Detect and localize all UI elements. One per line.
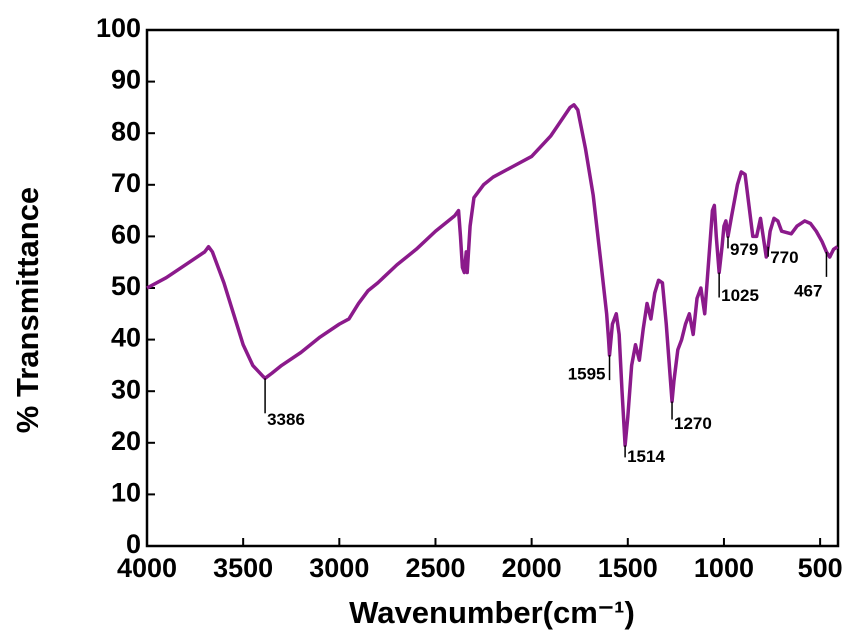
y-tick-label: 20 xyxy=(111,426,141,456)
y-tick-label: 90 xyxy=(111,65,141,95)
x-tick-label: 1500 xyxy=(598,553,658,583)
peak-label: 467 xyxy=(794,281,822,300)
y-tick-label: 50 xyxy=(111,271,141,301)
x-tick-label: 500 xyxy=(798,553,843,583)
x-axis-title: Wavenumber(cm⁻¹) xyxy=(349,595,635,630)
x-tick-label: 3000 xyxy=(309,553,369,583)
peak-label: 1025 xyxy=(721,286,759,305)
y-tick-label: 30 xyxy=(111,374,141,404)
y-tick-label: 70 xyxy=(111,168,141,198)
peak-label: 1514 xyxy=(627,447,665,466)
y-tick-label: 0 xyxy=(126,529,141,559)
spectrum-line xyxy=(146,103,839,448)
peak-label: 1595 xyxy=(568,365,606,384)
y-tick-label: 100 xyxy=(96,13,141,43)
peak-label: 3386 xyxy=(267,410,305,429)
y-tick-label: 10 xyxy=(111,478,141,508)
peak-label: 770 xyxy=(770,248,798,267)
y-tick-label: 80 xyxy=(111,116,141,146)
y-tick-label: 60 xyxy=(111,220,141,250)
peak-label: 1270 xyxy=(674,414,712,433)
y-axis-title: % Transmittance xyxy=(10,187,45,433)
x-tick-label: 2000 xyxy=(502,553,562,583)
x-tick-label: 4000 xyxy=(117,553,177,583)
x-tick-label: 2500 xyxy=(405,553,465,583)
peak-label: 979 xyxy=(730,240,758,259)
x-tick-label: 3500 xyxy=(213,553,273,583)
x-tick-label: 1000 xyxy=(694,553,754,583)
y-tick-label: 40 xyxy=(111,323,141,353)
